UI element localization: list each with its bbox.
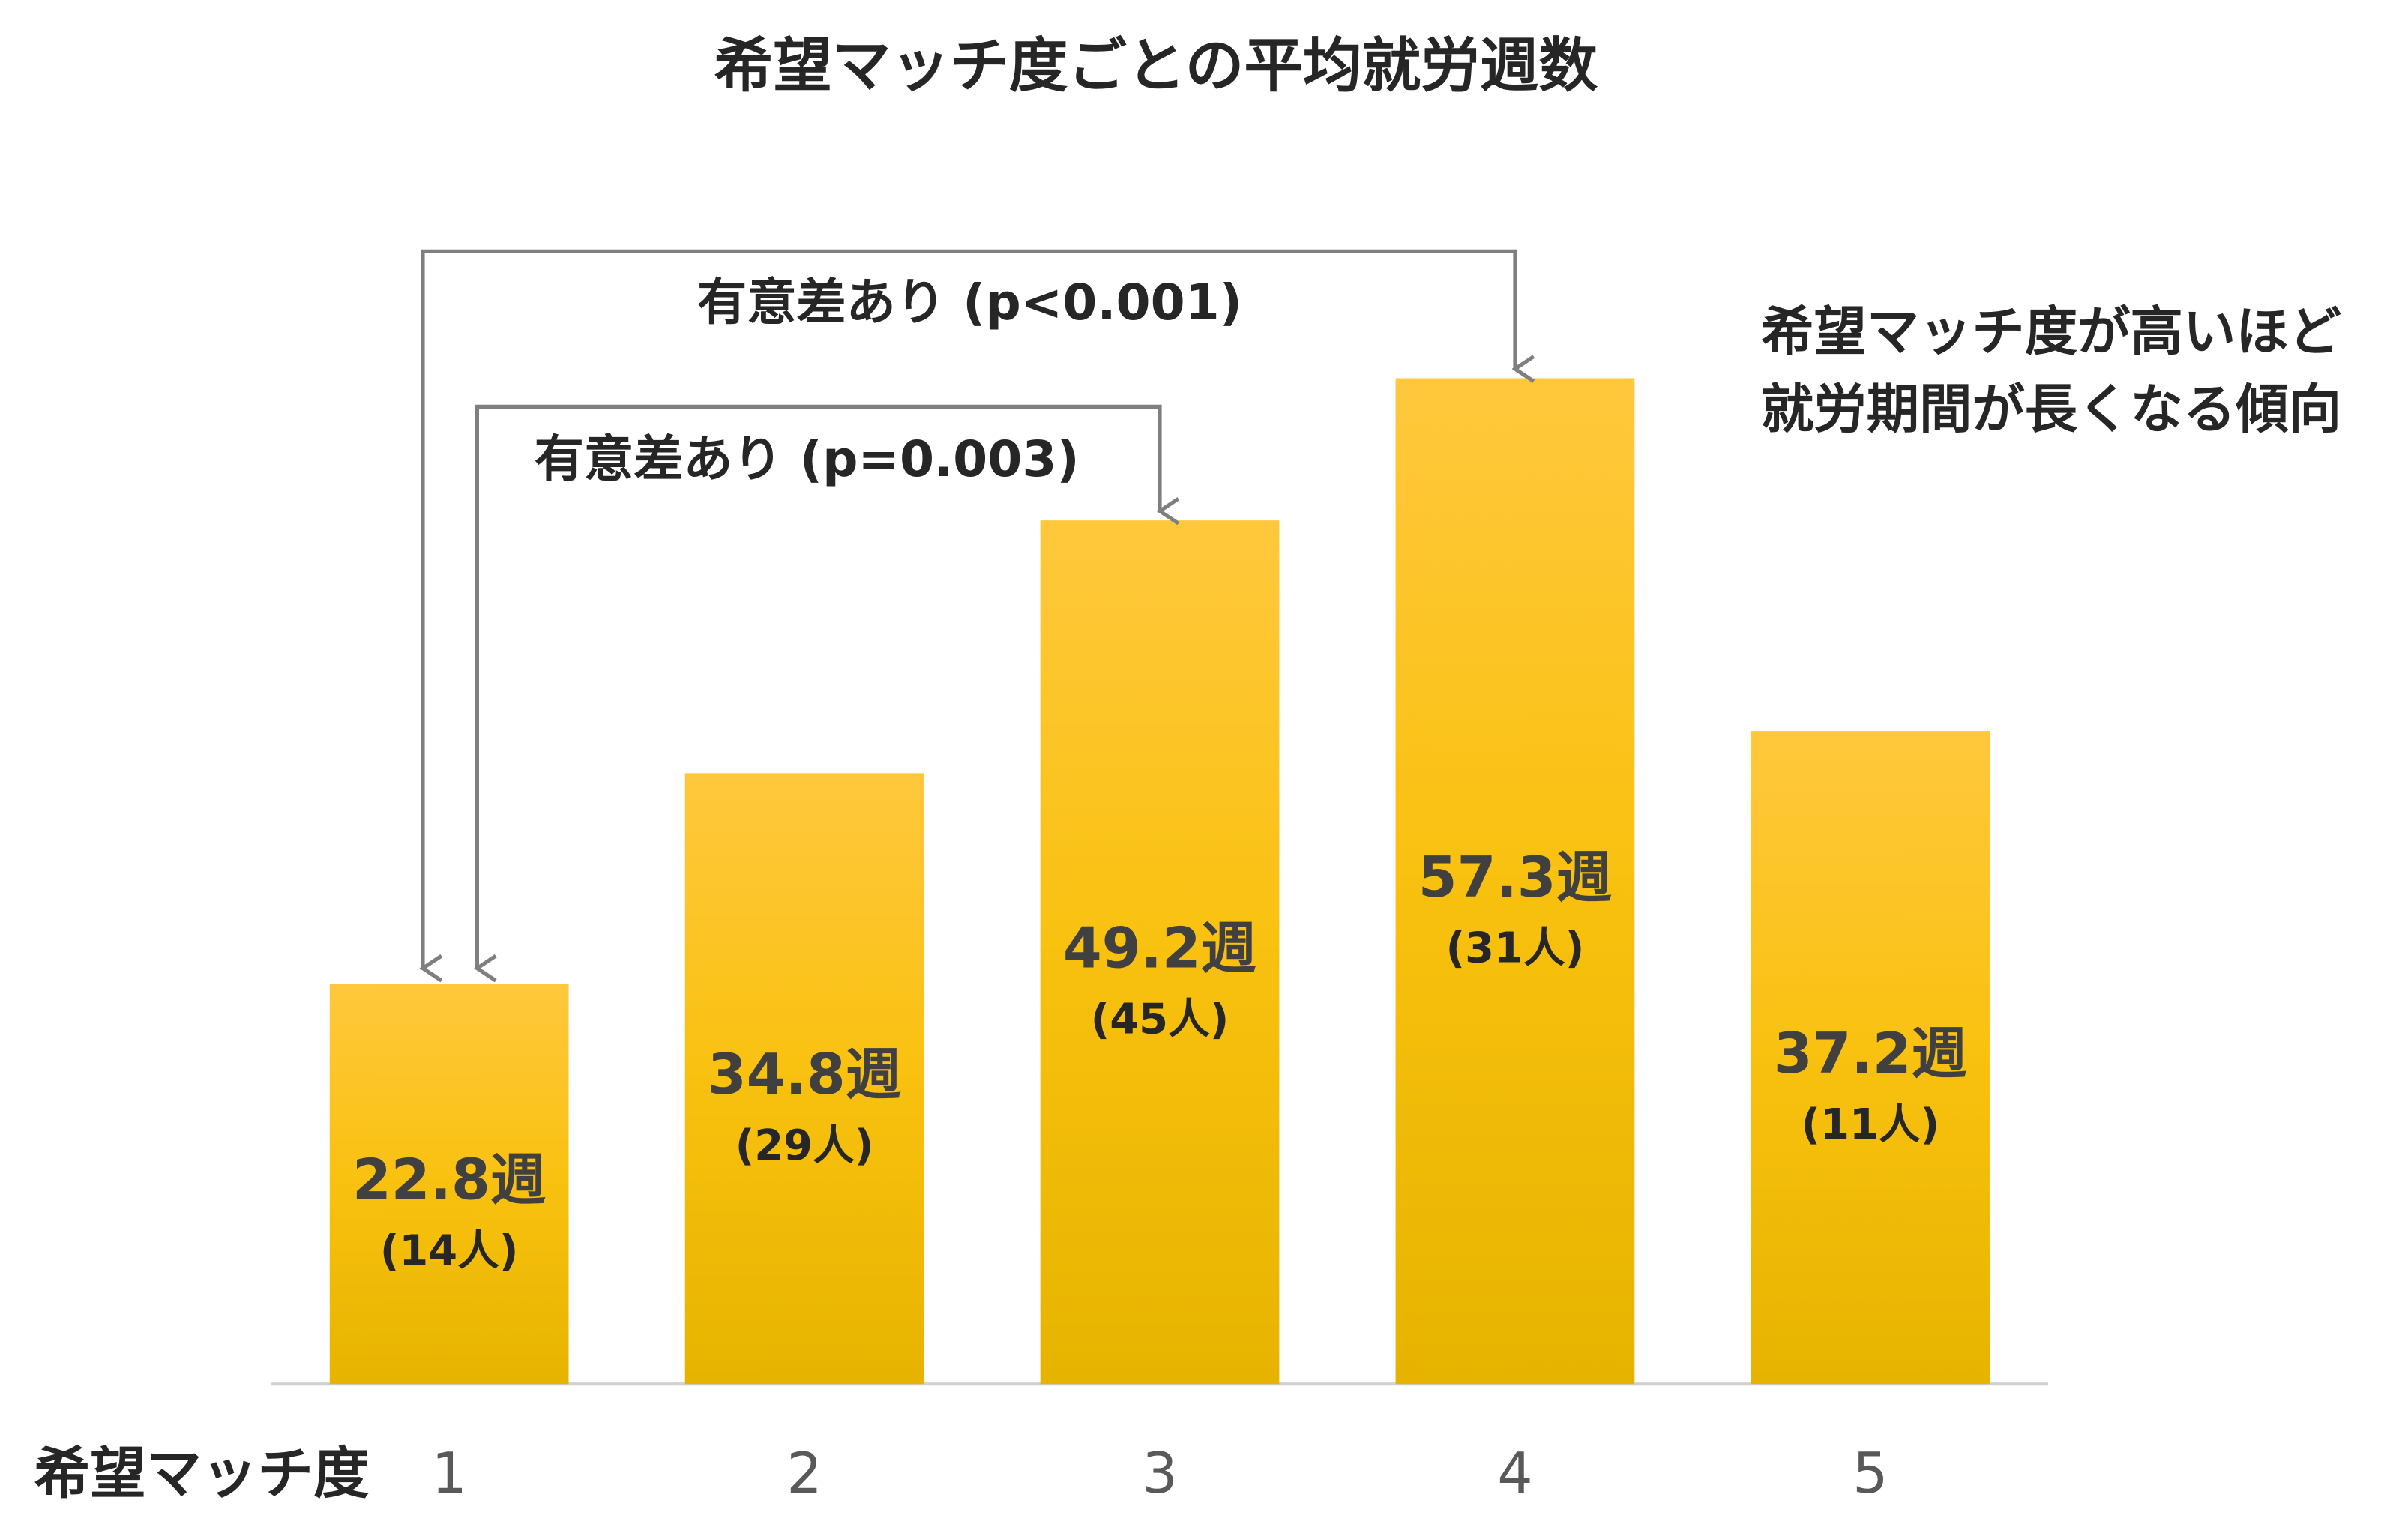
annotation: 有意差あり (p<0.001) (697, 274, 1242, 331)
count-label: (14人) (380, 1227, 519, 1276)
value-label: 37.2週 (1774, 1021, 1967, 1086)
significance-bracket (477, 404, 1160, 968)
bar (329, 984, 569, 1385)
count-label: (45人) (1091, 995, 1229, 1043)
value-label: 22.8週 (352, 1148, 546, 1213)
note: 希望マッチ度が高いほど (1761, 301, 2341, 363)
chart-title: 希望マッチ度ごとの平均就労週数 (714, 31, 1598, 100)
x-tick-label: 3 (1142, 1441, 1177, 1506)
value-label: 57.3週 (1418, 845, 1612, 910)
x-tick-label: 2 (786, 1441, 822, 1506)
note: 就労期間が長くなる傾向 (1761, 379, 2341, 440)
bar (1751, 731, 1990, 1385)
x-tick-label: 1 (431, 1441, 466, 1506)
annotation: 有意差あり (p=0.003) (535, 430, 1080, 488)
count-label: (11人) (1802, 1100, 1940, 1149)
x-tick-label: 4 (1497, 1441, 1532, 1506)
x-tick-label: 5 (1852, 1441, 1888, 1506)
value-label: 34.8週 (708, 1042, 901, 1107)
significance-bracket (423, 249, 1515, 968)
count-label: (29人) (735, 1121, 874, 1170)
count-label: (31人) (1446, 924, 1585, 973)
value-label: 49.2週 (1063, 916, 1256, 981)
x-axis-title: 希望マッチ度 (34, 1441, 370, 1506)
